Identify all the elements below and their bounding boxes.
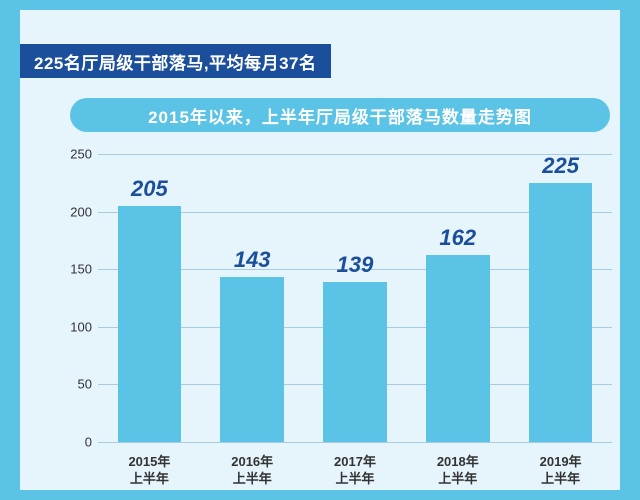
bar-value-label: 162 bbox=[426, 225, 490, 251]
x-tick-label: 2015年上半年 bbox=[98, 454, 201, 488]
x-tick-label: 2017年上半年 bbox=[304, 454, 407, 488]
bar: 143 bbox=[220, 277, 284, 442]
bar: 225 bbox=[529, 183, 593, 442]
y-tick-label: 250 bbox=[54, 147, 92, 162]
y-tick-label: 150 bbox=[54, 262, 92, 277]
y-tick-label: 50 bbox=[54, 377, 92, 392]
plot-region: 0501001502002502052015年上半年1432016年上半年139… bbox=[98, 154, 612, 442]
bar-value-label: 139 bbox=[323, 252, 387, 278]
y-tick-label: 100 bbox=[54, 319, 92, 334]
bar: 139 bbox=[323, 282, 387, 442]
x-tick-label: 2016年上半年 bbox=[201, 454, 304, 488]
header-text: 225名厅局级干部落马,平均每月37名 bbox=[34, 49, 317, 74]
x-tick-label: 2018年上半年 bbox=[406, 454, 509, 488]
grid-line bbox=[98, 442, 612, 443]
subtitle-bar: 2015年以来，上半年厅局级干部落马数量走势图 bbox=[70, 98, 610, 132]
bar-value-label: 205 bbox=[118, 176, 182, 202]
bar-value-label: 225 bbox=[529, 153, 593, 179]
bar: 162 bbox=[426, 255, 490, 442]
chart-area: 0 50 100 150 200 250 205 2015年上半年 143 2016年上半年 139… bbox=[50, 142, 630, 492]
subtitle-text: 2015年以来，上半年厅局级干部落马数量走势图 bbox=[148, 103, 532, 128]
x-tick-label: 2019年上半年 bbox=[509, 454, 612, 488]
bar-value-label: 143 bbox=[220, 247, 284, 273]
header-bar: 225名厅局级干部落马,平均每月37名 bbox=[20, 44, 331, 78]
bar: 205 bbox=[118, 206, 182, 442]
chart-panel: 225名厅局级干部落马,平均每月37名 2015年以来，上半年厅局级干部落马数量… bbox=[20, 10, 620, 490]
y-tick-label: 0 bbox=[54, 435, 92, 450]
y-tick-label: 200 bbox=[54, 204, 92, 219]
